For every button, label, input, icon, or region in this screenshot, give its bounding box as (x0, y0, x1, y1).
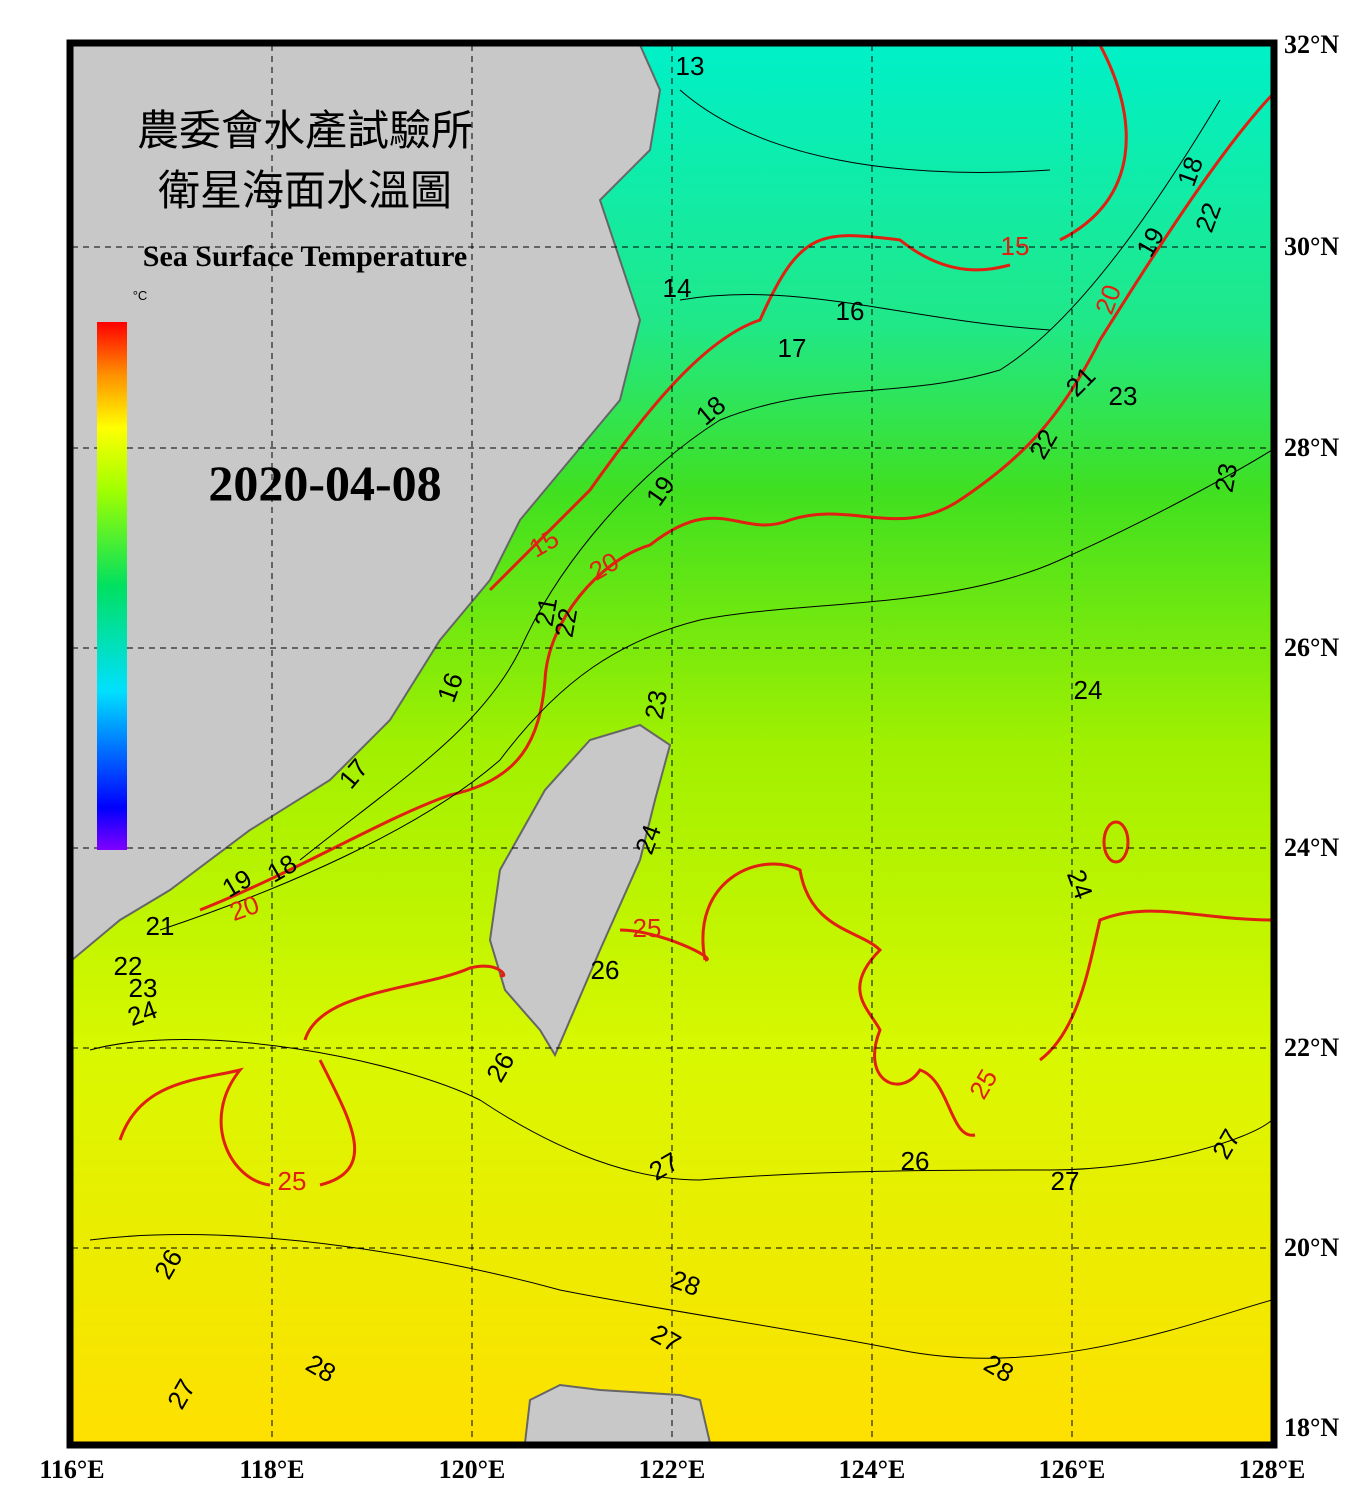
contour-label: 24 (1074, 675, 1103, 705)
contour-label: 17 (778, 333, 807, 363)
longitude-label: 128°E (1239, 1455, 1306, 1484)
date: 2020-04-08 (208, 455, 441, 511)
subtitle: Sea Surface Temperature (143, 240, 467, 273)
title-line2: 衛星海面水溫圖 (158, 169, 452, 215)
contour-label: 23 (1109, 381, 1138, 411)
longitude-label: 116°E (39, 1455, 104, 1484)
contour-label: 23 (1209, 461, 1244, 495)
contour-label: 25 (278, 1166, 307, 1196)
contour-label: 16 (836, 296, 865, 326)
longitude-label: 122°E (639, 1455, 706, 1484)
black-contours (89, 89, 1272, 1359)
contour-label: 26 (901, 1146, 930, 1176)
contour-label: 27 (1051, 1166, 1080, 1196)
latitude-label: 18°N (1284, 1413, 1339, 1442)
latitude-label: 30°N (1284, 232, 1339, 261)
colorbar: °C (97, 288, 147, 850)
colorbar-unit: °C (133, 288, 148, 303)
latitude-label: 22°N (1284, 1033, 1339, 1062)
contour-label: 15 (1001, 231, 1030, 261)
contour-label: 13 (676, 51, 705, 81)
map-frame (66, 39, 1278, 1449)
contour-label: 21 (529, 595, 564, 629)
longitude-label: 120°E (439, 1455, 506, 1484)
land-china (72, 45, 662, 962)
longitude-label: 118°E (239, 1455, 304, 1484)
contour-label: 21 (146, 911, 175, 941)
contour-label: 22 (549, 606, 584, 640)
contour-label: 26 (591, 955, 620, 985)
longitude-label: 126°E (1039, 1455, 1106, 1484)
latitude-label: 24°N (1284, 833, 1339, 862)
contour-label: 22 (114, 951, 143, 981)
latitude-label: 32°N (1284, 30, 1339, 59)
latitude-label: 28°N (1284, 433, 1339, 462)
latitude-label: 26°N (1284, 633, 1339, 662)
land-luzon (523, 1383, 712, 1443)
contour-label: 14 (663, 273, 692, 303)
title-line1: 農委會水產試驗所 (137, 108, 473, 155)
contour-label: 23 (639, 688, 674, 722)
graticule (72, 45, 1272, 1443)
axis-labels: 116°E 118°E 120°E 122°E 124°E 126°E 128°E 32°N 3… (39, 30, 1339, 1484)
colorbar-scale (97, 322, 127, 850)
longitude-label: 124°E (839, 1455, 906, 1484)
red-contours (118, 45, 1272, 1187)
contour-label: 25 (633, 913, 662, 943)
contour-label: 23 (129, 973, 158, 1003)
latitude-label: 20°N (1284, 1233, 1339, 1262)
land-taiwan (488, 723, 672, 1058)
